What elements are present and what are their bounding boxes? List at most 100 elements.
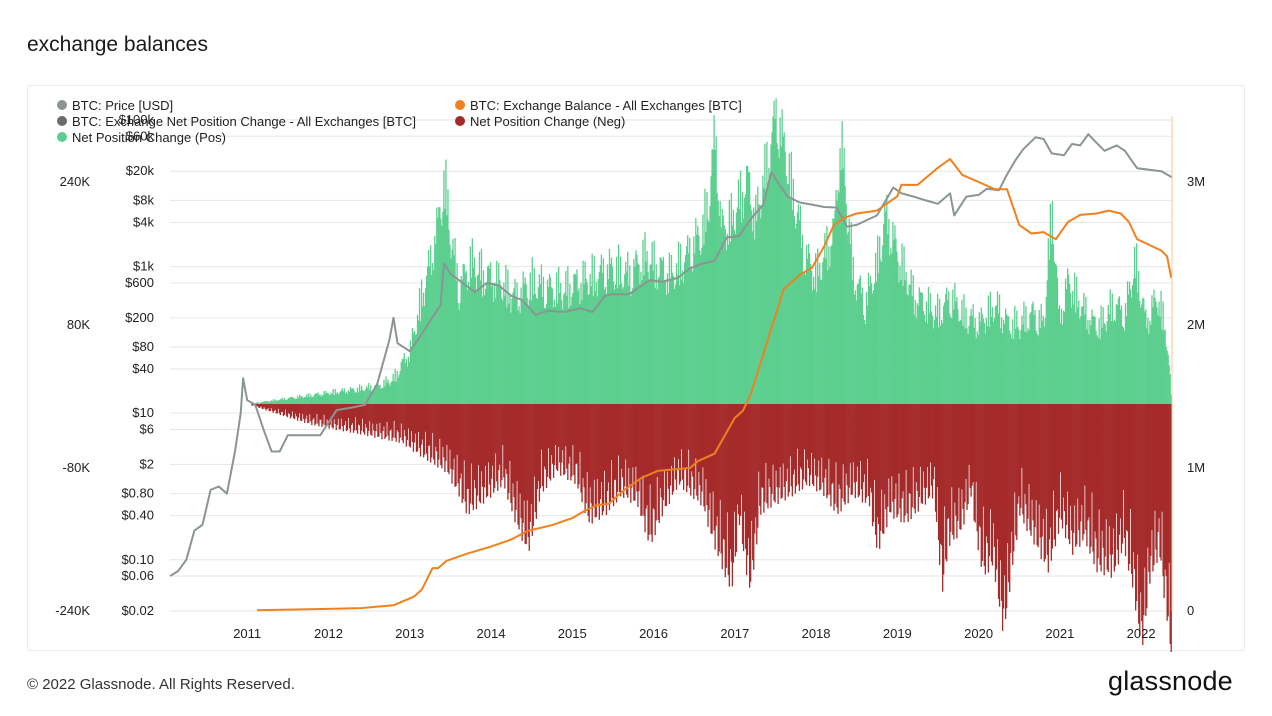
net-position-pos-bar [944,302,946,404]
net-position-pos-bar [735,212,738,404]
net-position-neg-bar [1047,404,1049,573]
net-position-neg-bar [649,404,651,485]
net-position-neg-bar [471,404,473,505]
net-position-pos-bar [525,284,527,404]
net-position-pos-bar [778,157,780,404]
net-position-pos-bar [783,132,785,405]
net-position-pos-bar [1047,238,1049,404]
net-position-neg-bar [867,404,870,497]
net-position-pos-bar [579,303,581,404]
net-position-pos-bar [657,278,659,404]
net-position-pos-bar [794,228,797,404]
net-position-neg-bar [547,404,550,449]
net-position-neg-bar [328,404,330,429]
net-position-pos-bar [1066,268,1069,404]
net-position-pos-bar [649,265,651,404]
net-position-neg-bar [482,404,485,504]
net-position-pos-bar [965,307,967,404]
net-position-pos-bar [379,384,381,404]
net-position-pos-bar [411,327,414,404]
net-position-neg-bar [311,404,313,426]
net-position-neg-bar [879,404,881,549]
net-position-neg-bar [360,404,363,431]
net-position-neg-bar [930,404,933,486]
net-position-pos-bar [1055,265,1058,404]
net-position-neg-bar [648,404,650,535]
net-position-pos-bar [1146,328,1148,404]
net-position-neg-bar [376,404,378,424]
net-position-neg-bar [353,404,356,431]
net-position-neg-bar [1034,404,1036,528]
net-position-neg-bar [1033,404,1035,545]
net-position-neg-bar [851,404,853,495]
net-position-neg-bar [906,404,908,514]
net-position-neg-bar [701,404,703,492]
net-position-neg-bar [456,404,458,455]
net-position-pos-bar [1077,307,1079,404]
net-position-neg-bar [977,404,979,551]
net-position-neg-bar [845,404,847,474]
price-series-line [169,133,1173,577]
net-position-pos-bar [1075,312,1077,404]
net-position-pos-bar [1095,330,1097,404]
net-position-pos-bar [288,398,291,404]
net-position-pos-bar [474,276,477,404]
net-position-neg-bar [369,404,371,422]
net-position-pos-bar [1154,297,1156,404]
net-position-pos-bar [321,394,323,404]
net-position-pos-bar [820,280,822,404]
chart-canvas[interactable]: glassnode $100k$60k$20k$8k$4k$1k$600$200… [28,86,1246,652]
net-position-pos-bar [849,244,851,404]
net-position-pos-bar [513,288,515,404]
net-position-neg-bar [1099,404,1101,565]
net-position-pos-bar [799,205,802,404]
net-position-pos-bar [997,313,1000,404]
net-position-neg-bar [744,404,747,549]
net-position-neg-bar [929,404,932,463]
net-position-pos-bar [947,300,949,404]
net-position-neg-bar [789,404,791,457]
net-position-pos-bar [512,292,514,404]
net-position-pos-bar [551,288,554,404]
net-position-pos-bar [1054,263,1057,404]
net-position-pos-bar [698,235,700,404]
net-position-neg-bar [1150,404,1152,556]
net-position-pos-bar [1082,306,1084,404]
net-position-pos-bar [1042,315,1044,404]
net-position-pos-bar [617,244,620,404]
net-position-neg-bar [472,404,475,511]
net-position-neg-bar [1028,404,1030,485]
net-position-neg-bar [1065,404,1068,525]
legend: BTC: Price [USD] BTC: Exchange Balance - … [57,98,742,145]
net-position-pos-bar [557,303,559,404]
net-position-neg-bar [1124,404,1127,557]
net-position-pos-bar [745,165,748,404]
net-position-pos-bar [625,261,627,404]
legend-marker [455,116,465,126]
net-position-neg-bar [639,404,641,481]
net-position-neg-bar [359,404,362,435]
net-position-neg-bar [1036,404,1038,546]
net-position-pos-bar [331,394,333,404]
net-position-neg-bar [1032,404,1034,521]
net-position-pos-bar [541,297,544,404]
net-position-neg-bar [1155,404,1157,550]
net-position-pos-bar [511,298,513,404]
net-position-neg-bar [339,404,341,430]
net-position-neg-bar [640,404,642,517]
net-position-pos-bar [287,397,290,404]
net-position-pos-bar [601,273,604,404]
net-position-pos-bar [556,272,558,404]
net-position-neg-bar [898,404,900,474]
net-position-neg-bar [272,404,274,413]
net-position-neg-bar [419,404,422,457]
net-position-pos-bar [394,368,396,404]
net-position-neg-bar [524,404,526,544]
net-position-pos-bar [1102,307,1104,404]
net-position-pos-bar [1041,320,1043,404]
net-position-neg-bar [703,404,705,507]
netchange-tick-label: -240K [55,603,90,618]
net-position-pos-bar [902,286,904,404]
price-tick-label: $40 [132,361,154,376]
net-position-pos-bar [749,172,751,404]
